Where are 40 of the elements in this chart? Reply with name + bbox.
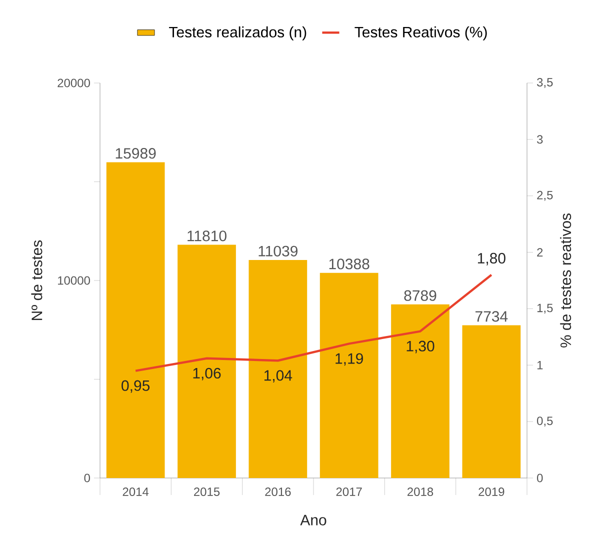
x-tick-label: 2014	[122, 488, 149, 496]
data-label: 0,95	[122, 380, 150, 393]
data-label: 11810	[188, 230, 226, 242]
x-tick-label: 2019	[478, 488, 504, 496]
data-label: 10388	[329, 258, 370, 270]
x-tick-label: 2017	[336, 488, 362, 496]
bar	[391, 304, 450, 478]
y2-tick-label: 2,5	[537, 190, 553, 201]
data-label: 1,80	[478, 252, 506, 266]
x-axis-title: Ano	[300, 514, 326, 526]
x-tick-label: 2015	[194, 488, 220, 496]
data-label: 11039	[258, 246, 298, 256]
y2-tick-label: 2	[537, 248, 543, 256]
data-label: 15989	[116, 148, 156, 159]
legend-label: Testes realizados (n)	[169, 26, 306, 40]
bar	[178, 244, 236, 478]
y-tick-label: 20000	[58, 78, 90, 88]
y2-tick-label: 0	[537, 474, 543, 482]
y2-tick-label: 1	[537, 361, 543, 370]
y2-tick-label: 1,5	[537, 304, 553, 314]
data-label: 1,19	[336, 353, 363, 366]
y2-tick-label: 3,5	[536, 78, 553, 88]
y-axis-title: Nº de testes	[31, 240, 42, 320]
y-tick-label: 0	[84, 474, 90, 482]
data-label: 7734	[476, 311, 508, 322]
y2-tick-label: 0,5	[537, 416, 553, 427]
data-label: 1,04	[264, 370, 292, 383]
y-tick-label: 10000	[58, 276, 90, 285]
bar	[462, 325, 521, 478]
data-label: 1,06	[193, 368, 221, 380]
bar	[320, 272, 378, 478]
bar	[106, 162, 165, 478]
legend-label: Testes Reativos (%)	[354, 26, 487, 40]
y2-tick-label: 3	[536, 135, 543, 144]
data-label: 1,30	[406, 340, 434, 354]
x-tick-label: 2016	[265, 488, 291, 496]
bar	[248, 260, 308, 478]
data-label: 8789	[404, 290, 436, 301]
x-tick-label: 2018	[408, 488, 434, 496]
y2-axis-title: % de testes reativos	[560, 214, 572, 348]
